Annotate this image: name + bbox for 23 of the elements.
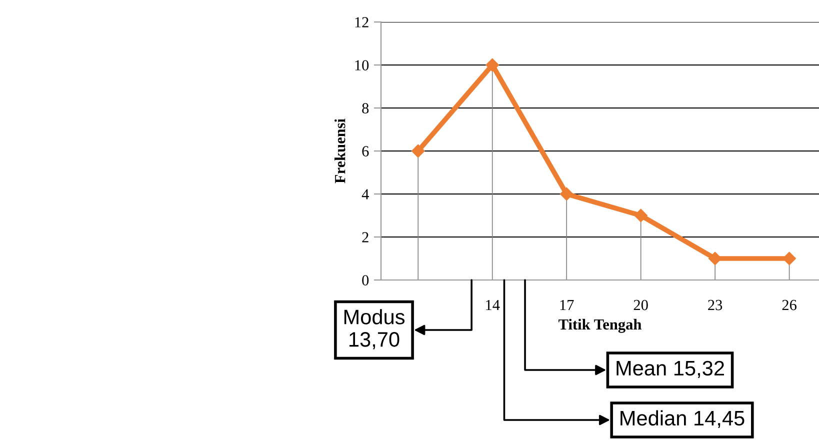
y-tick-label: 2 xyxy=(362,232,368,242)
point xyxy=(708,252,722,266)
x-tick-label: 20 xyxy=(634,300,648,310)
x-tick-label: 14 xyxy=(486,300,500,310)
y-tick-label: 10 xyxy=(355,60,369,70)
point xyxy=(782,252,796,266)
y-tick-label: 0 xyxy=(362,275,369,286)
text: Modus 13,70 xyxy=(344,309,405,350)
x-axis-title: Titik Tengah xyxy=(558,318,642,333)
y-tick-label: 6 xyxy=(362,146,369,156)
x-tick-label: 26 xyxy=(782,300,796,310)
point xyxy=(412,144,425,158)
x-tick-label: 23 xyxy=(708,300,722,310)
text: Mean 15,32 xyxy=(616,360,724,378)
y-axis-title: Frekuensi xyxy=(334,118,346,184)
x-tick-label: 17 xyxy=(560,300,574,310)
y-tick-label: 12 xyxy=(355,17,368,28)
point xyxy=(486,58,499,72)
point xyxy=(634,208,648,222)
text: Median 14,45 xyxy=(620,410,744,428)
point xyxy=(560,187,574,201)
y-tick-label: 4 xyxy=(362,189,369,200)
y-tick-label: 8 xyxy=(362,103,369,114)
